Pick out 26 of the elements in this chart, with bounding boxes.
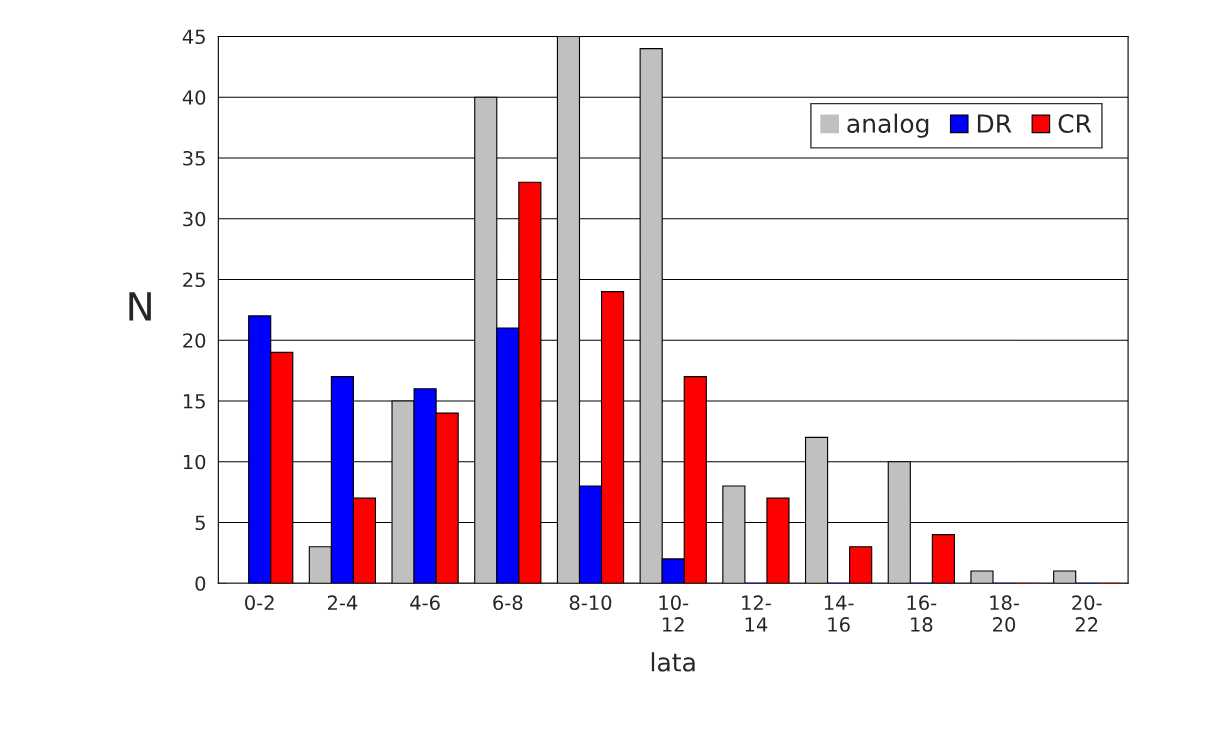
y-tick-label: 25 (183, 272, 205, 288)
x-tick-label: 2-4 (327, 595, 358, 610)
y-tick-label: 5 (195, 515, 205, 531)
x-tick-label: 0-2 (245, 595, 274, 611)
legend-label: CR (1058, 114, 1092, 133)
legend-label: DR (977, 114, 1012, 133)
x-axis-title: lata (651, 652, 695, 672)
x-tick-label: 12-14 (742, 595, 771, 632)
y-tick-label: 35 (183, 150, 205, 166)
y-tick-label: 10 (183, 454, 206, 470)
x-tick-label: 6-8 (493, 595, 523, 611)
y-tick-label: 45 (182, 29, 205, 45)
legend-label: analog (847, 113, 929, 138)
y-tick-label: 30 (183, 211, 206, 227)
x-tick-label: 14-16 (824, 595, 854, 632)
x-tick-label: 16-18 (907, 595, 937, 632)
x-tick-label: 10-12 (659, 595, 689, 632)
x-tick-label: 20-22 (1072, 595, 1102, 632)
y-tick-label: 20 (183, 333, 206, 348)
y-tick-label: 40 (182, 90, 206, 105)
y-tick-label: 15 (183, 394, 205, 409)
x-tick-label: 18-20 (990, 595, 1019, 632)
y-tick-label: 0 (195, 576, 206, 591)
x-tick-label: 8-10 (569, 595, 612, 611)
x-tick-label: 4-6 (410, 595, 440, 611)
y-axis-title: N (129, 292, 151, 321)
